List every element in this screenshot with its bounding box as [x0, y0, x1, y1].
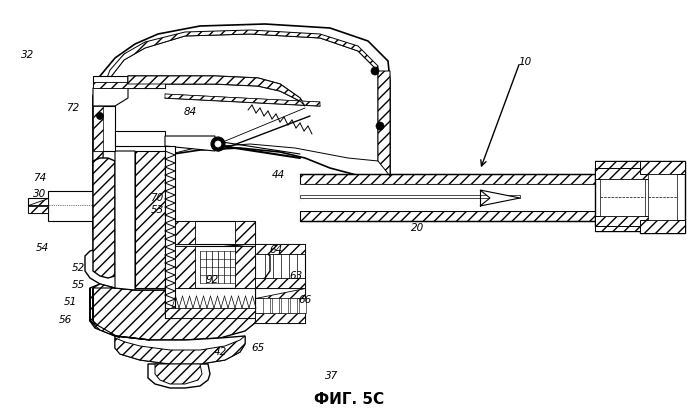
Text: 72: 72	[66, 103, 80, 113]
Polygon shape	[640, 161, 685, 233]
Polygon shape	[263, 298, 270, 313]
Polygon shape	[300, 195, 520, 198]
Polygon shape	[85, 244, 270, 290]
Text: 37: 37	[325, 371, 339, 381]
Polygon shape	[93, 106, 103, 151]
Polygon shape	[90, 283, 258, 340]
Text: 42: 42	[214, 347, 227, 357]
Polygon shape	[272, 298, 279, 313]
Polygon shape	[255, 244, 305, 254]
Text: 55: 55	[71, 280, 84, 290]
Text: 51: 51	[64, 297, 77, 307]
Polygon shape	[165, 136, 215, 151]
Polygon shape	[235, 246, 255, 288]
Polygon shape	[93, 158, 115, 278]
Text: ФИГ. 5С: ФИГ. 5С	[314, 393, 384, 408]
Text: 66: 66	[298, 295, 311, 305]
Polygon shape	[28, 206, 48, 213]
Polygon shape	[175, 221, 255, 244]
Polygon shape	[300, 184, 595, 211]
Polygon shape	[281, 298, 288, 313]
Polygon shape	[300, 174, 595, 184]
Polygon shape	[595, 168, 650, 179]
Polygon shape	[235, 221, 255, 244]
Circle shape	[211, 137, 225, 151]
Polygon shape	[103, 30, 378, 98]
Polygon shape	[175, 246, 195, 288]
Text: 44: 44	[272, 170, 285, 180]
Polygon shape	[255, 313, 305, 323]
Polygon shape	[299, 298, 306, 313]
Polygon shape	[255, 244, 305, 288]
Polygon shape	[595, 216, 650, 226]
Polygon shape	[148, 364, 210, 388]
Polygon shape	[175, 246, 255, 288]
Polygon shape	[115, 336, 245, 364]
Polygon shape	[165, 288, 255, 318]
Circle shape	[215, 141, 221, 147]
Polygon shape	[165, 146, 175, 318]
Polygon shape	[135, 151, 165, 288]
Text: 64: 64	[269, 245, 283, 255]
Polygon shape	[300, 184, 308, 201]
Text: 84: 84	[184, 107, 197, 117]
Polygon shape	[378, 71, 390, 176]
Polygon shape	[165, 308, 255, 318]
Text: 56: 56	[59, 315, 72, 325]
Polygon shape	[115, 131, 165, 146]
Polygon shape	[103, 34, 378, 234]
Polygon shape	[48, 191, 93, 221]
Polygon shape	[90, 288, 120, 338]
Text: 65: 65	[251, 343, 265, 353]
Polygon shape	[648, 174, 677, 220]
Polygon shape	[300, 211, 595, 221]
Text: 20: 20	[411, 223, 424, 233]
Polygon shape	[28, 198, 48, 213]
Polygon shape	[128, 76, 305, 106]
Text: 63: 63	[290, 271, 303, 281]
Polygon shape	[93, 88, 128, 106]
Polygon shape	[115, 336, 245, 364]
Circle shape	[96, 112, 103, 119]
Polygon shape	[255, 288, 305, 323]
Polygon shape	[93, 96, 103, 188]
Polygon shape	[290, 298, 297, 313]
Polygon shape	[255, 278, 305, 288]
Text: 74: 74	[34, 173, 47, 183]
Circle shape	[371, 67, 379, 75]
Polygon shape	[640, 220, 685, 233]
Circle shape	[376, 122, 384, 130]
Polygon shape	[600, 179, 645, 216]
Text: 32: 32	[22, 50, 35, 60]
Text: 70: 70	[150, 193, 163, 203]
Polygon shape	[480, 190, 520, 206]
Polygon shape	[93, 284, 150, 340]
Text: 53: 53	[150, 205, 163, 215]
Polygon shape	[595, 161, 640, 168]
Polygon shape	[595, 168, 650, 226]
Polygon shape	[165, 94, 320, 106]
Polygon shape	[595, 226, 640, 231]
Text: 54: 54	[36, 243, 49, 253]
Polygon shape	[175, 221, 195, 244]
Polygon shape	[93, 76, 165, 88]
Polygon shape	[640, 161, 685, 174]
Polygon shape	[115, 151, 135, 290]
Text: 10: 10	[519, 57, 532, 67]
Polygon shape	[93, 24, 390, 238]
Polygon shape	[155, 364, 202, 384]
Text: 92: 92	[205, 275, 218, 285]
Polygon shape	[255, 288, 305, 298]
Polygon shape	[93, 186, 135, 288]
Polygon shape	[128, 76, 305, 106]
Text: 30: 30	[34, 189, 47, 199]
Polygon shape	[93, 82, 165, 88]
Polygon shape	[93, 106, 115, 151]
Polygon shape	[28, 198, 48, 205]
Text: 52: 52	[71, 263, 84, 273]
